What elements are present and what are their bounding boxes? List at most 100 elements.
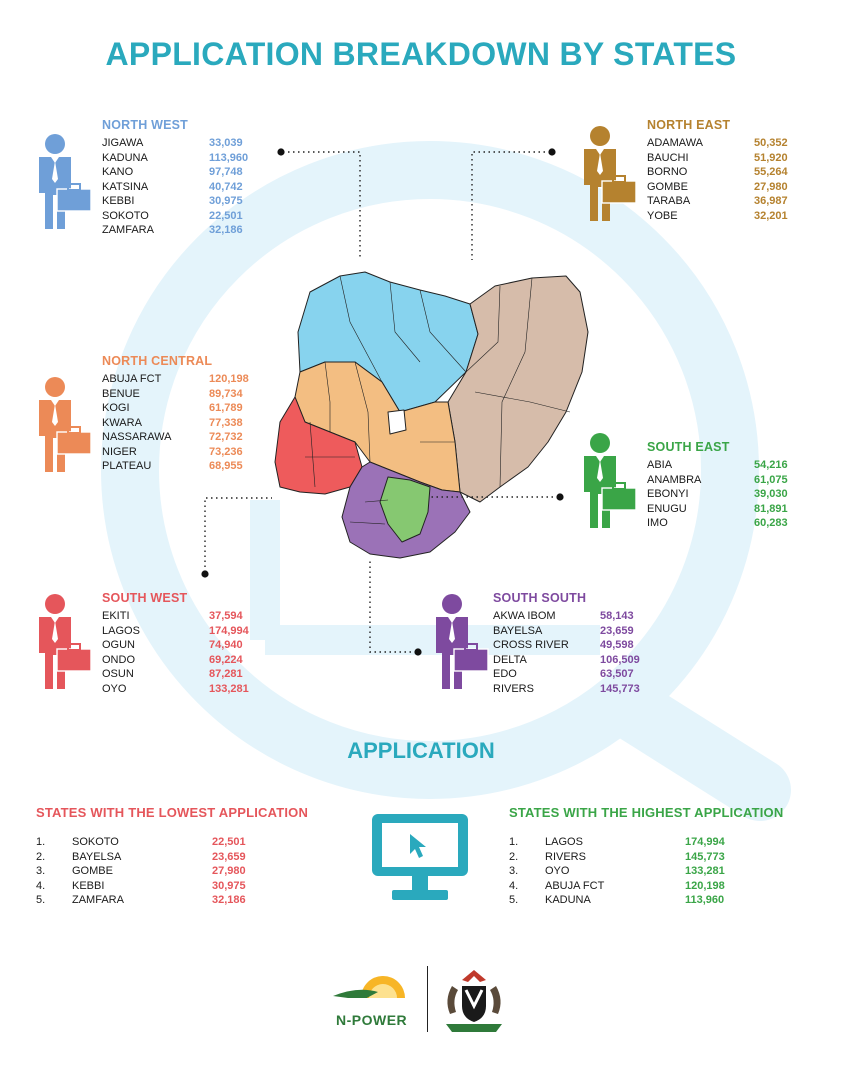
person-icon-south-east <box>584 433 637 528</box>
person-icon-north-west <box>39 134 92 229</box>
state-row: KOGI 61,789 <box>102 401 249 416</box>
state-name: PLATEAU <box>102 460 152 472</box>
rank-value: 174,994 <box>685 836 725 848</box>
person-icon-north-central <box>39 377 92 472</box>
rank-row: 4. ABUJA FCT 120,198 <box>509 879 783 894</box>
state-value: 49,598 <box>600 639 634 651</box>
state-row: KADUNA 113,960 <box>102 151 248 166</box>
region-title: SOUTH EAST <box>647 440 730 454</box>
state-row: LAGOS 174,994 <box>102 624 249 639</box>
state-name: KWARA <box>102 416 142 429</box>
state-name: KEBBI <box>102 195 135 207</box>
state-row: ENUGU 81,891 <box>647 502 788 517</box>
rank-name: KADUNA <box>545 894 591 906</box>
state-row: OGUN 74,940 <box>102 638 249 653</box>
map-region-south-east <box>379 476 431 543</box>
state-name: ABIA <box>647 459 673 471</box>
rank-name: SOKOTO <box>72 836 119 848</box>
state-value: 40,742 <box>209 180 243 193</box>
state-row: BORNO 55,264 <box>647 165 788 180</box>
state-name: OSUN <box>102 668 134 680</box>
rank-value: 133,281 <box>685 865 725 877</box>
application-heading: APPLICATION <box>347 738 495 763</box>
person-icon-north-east <box>584 126 637 221</box>
state-row: ABIA 54,216 <box>647 458 788 473</box>
state-name: EKITI <box>102 610 130 622</box>
rank-name: KEBBI <box>72 879 105 892</box>
state-value: 32,201 <box>754 209 788 222</box>
state-value: 33,039 <box>209 137 243 149</box>
region-north-east: NORTH EAST ADAMAWA 50,352 BAUCHI 51,920 BORN… <box>647 118 788 223</box>
state-name: KADUNA <box>102 151 148 164</box>
npower-logo-text: N-POWER <box>336 1012 408 1028</box>
rank-name: GOMBE <box>72 865 113 877</box>
state-value: 36,987 <box>754 195 788 207</box>
rank-name: OYO <box>545 865 570 877</box>
state-row: KEBBI 30,975 <box>102 194 248 209</box>
state-value: 89,734 <box>209 387 243 400</box>
computer-monitor-icon <box>372 814 468 900</box>
rank-row: 5. KADUNA 113,960 <box>509 893 783 908</box>
region-south-west: SOUTH WEST EKITI 37,594 LAGOS 174,994 OGUN 74… <box>102 591 249 696</box>
rank-name: RIVERS <box>545 850 586 863</box>
state-row: PLATEAU 68,955 <box>102 459 249 474</box>
state-value: 106,509 <box>600 653 640 666</box>
rank-value: 22,501 <box>212 836 246 848</box>
page-title: APPLICATION BREAKDOWN BY STATES <box>105 36 737 72</box>
state-row: YOBE 32,201 <box>647 209 788 224</box>
rank-name: ZAMFARA <box>72 894 124 906</box>
state-value: 77,338 <box>209 416 243 429</box>
state-name: ZAMFARA <box>102 224 154 236</box>
state-row: DELTA 106,509 <box>493 653 640 668</box>
state-name: ANAMBRA <box>647 473 702 486</box>
state-row: ONDO 69,224 <box>102 653 249 668</box>
state-value: 174,994 <box>209 624 249 637</box>
rank-rank: 5. <box>36 894 46 906</box>
rank-row: 1. SOKOTO 22,501 <box>36 835 308 850</box>
region-north-central: NORTH CENTRAL ABUJA FCT 120,198 BENUE 89,73… <box>102 354 249 474</box>
state-value: 54,216 <box>754 459 788 471</box>
rank-row: 5. ZAMFARA 32,186 <box>36 893 308 908</box>
rank-rank: 4. <box>36 879 46 892</box>
state-name: TARABA <box>647 195 691 207</box>
state-name: JIGAWA <box>102 137 144 149</box>
state-row: ADAMAWA 50,352 <box>647 136 788 151</box>
state-value: 22,501 <box>209 209 243 222</box>
rank-value: 30,975 <box>212 879 246 892</box>
highest-application-list: STATES WITH THE HIGHEST APPLICATION 1. LA… <box>509 805 783 908</box>
state-value: 55,264 <box>754 166 788 178</box>
rank-rank: 3. <box>509 865 519 877</box>
state-row: RIVERS 145,773 <box>493 682 640 697</box>
state-row: EBONYI 39,030 <box>647 487 788 502</box>
lowest-application-list: STATES WITH THE LOWEST APPLICATION 1. SOK… <box>36 805 308 908</box>
highest-title: STATES WITH THE HIGHEST APPLICATION <box>509 805 784 820</box>
state-value: 39,030 <box>754 488 788 500</box>
state-value: 51,920 <box>754 151 788 164</box>
state-row: OSUN 87,281 <box>102 667 249 682</box>
rank-rank: 2. <box>509 850 519 863</box>
map-region-north-east <box>447 275 589 503</box>
region-title: NORTH WEST <box>102 118 189 132</box>
state-name: KOGI <box>102 402 130 414</box>
rank-value: 120,198 <box>685 879 725 892</box>
region-title: SOUTH WEST <box>102 591 188 605</box>
state-name: OYO <box>102 682 127 695</box>
nigeria-map <box>274 271 589 559</box>
state-row: TARABA 36,987 <box>647 194 788 209</box>
state-name: NASSARAWA <box>102 431 172 443</box>
logo-divider <box>427 966 428 1032</box>
state-row: CROSS RIVER 49,598 <box>493 638 640 653</box>
rank-rank: 3. <box>36 865 46 877</box>
rank-value: 113,960 <box>685 894 725 906</box>
state-row: EKITI 37,594 <box>102 609 249 624</box>
state-value: 120,198 <box>209 373 249 385</box>
state-row: SOKOTO 22,501 <box>102 209 248 224</box>
state-name: NIGER <box>102 445 137 458</box>
state-row: NASSARAWA 72,732 <box>102 430 249 445</box>
rank-row: 3. GOMBE 27,980 <box>36 864 308 879</box>
region-north-west: NORTH WEST JIGAWA 33,039 KADUNA 113,960 KANO… <box>102 118 248 238</box>
state-row: IMO 60,283 <box>647 516 788 531</box>
state-row: KWARA 77,338 <box>102 416 249 431</box>
